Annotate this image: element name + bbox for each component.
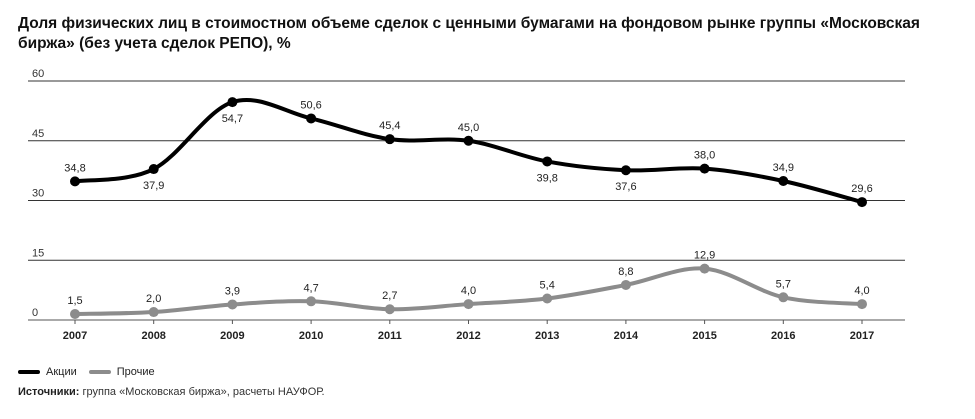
- data-label: 45,4: [379, 120, 400, 132]
- data-label: 5,4: [540, 279, 555, 291]
- data-point: [620, 165, 631, 176]
- data-label: 50,6: [300, 99, 321, 111]
- x-tick-label: 2011: [378, 330, 402, 342]
- x-tick-label: 2016: [771, 330, 795, 342]
- data-point: [857, 197, 867, 208]
- data-label: 29,6: [851, 183, 872, 195]
- data-point: [384, 304, 395, 315]
- x-tick-label: 2015: [692, 330, 716, 342]
- x-tick-label: 2010: [299, 330, 323, 342]
- chart-title: Доля физических лиц в стоимостном объеме…: [18, 15, 920, 52]
- data-point: [227, 97, 238, 108]
- data-label: 2,7: [382, 290, 397, 302]
- data-point: [384, 134, 395, 145]
- data-label: 34,8: [64, 162, 85, 174]
- data-label: 1,5: [67, 295, 82, 307]
- x-tick-label: 2008: [141, 330, 165, 342]
- data-label: 39,8: [536, 172, 557, 184]
- y-tick-label: 45: [32, 128, 44, 140]
- source-text: группа «Московская биржа», расчеты НАУФО…: [79, 386, 325, 398]
- data-label: 5,7: [776, 278, 791, 290]
- data-point: [463, 135, 474, 146]
- data-label: 4,0: [854, 285, 869, 297]
- data-label: 37,6: [615, 181, 636, 193]
- data-label: 4,7: [303, 282, 318, 294]
- data-point: [620, 279, 631, 290]
- source-label: Источники:: [18, 386, 80, 398]
- x-tick-label: 2009: [220, 330, 244, 342]
- data-point: [148, 164, 159, 175]
- data-point: [699, 263, 710, 274]
- data-point: [699, 163, 710, 174]
- data-point: [857, 299, 867, 310]
- data-point: [542, 293, 553, 304]
- legend-label-akcii: Акции: [46, 366, 77, 378]
- data-label: 54,7: [222, 113, 243, 125]
- y-tick-label: 30: [32, 188, 44, 200]
- data-point: [778, 292, 789, 303]
- data-point: [778, 175, 789, 186]
- data-label: 37,9: [143, 180, 164, 192]
- series-line-akcii: [73, 97, 864, 205]
- data-label: 3,9: [225, 285, 240, 297]
- data-point: [148, 307, 159, 318]
- legend-swatch-akcii: [18, 370, 40, 374]
- data-label: 34,9: [773, 162, 794, 174]
- x-tick-label: 2007: [63, 330, 87, 342]
- data-point: [542, 156, 553, 167]
- line-chart: 0 15 30 45 60 2007 2008 2009 2010 2011 2012 2013 201…: [28, 68, 905, 342]
- source-note: Источники: группа «Московская биржа», ра…: [18, 386, 325, 398]
- legend: Акции Прочие: [18, 366, 155, 378]
- x-tick-label: 2013: [535, 330, 559, 342]
- x-tick-label: 2014: [614, 330, 639, 342]
- data-label: 4,0: [461, 285, 476, 297]
- data-label: 2,0: [146, 293, 161, 305]
- data-point: [306, 296, 317, 307]
- legend-swatch-prochie: [88, 370, 111, 374]
- data-point: [306, 113, 317, 124]
- y-tick-label: 60: [32, 68, 44, 80]
- y-tick-label: 15: [32, 247, 44, 259]
- y-tick-label: 0: [32, 307, 38, 319]
- x-tick-label: 2017: [850, 330, 874, 342]
- data-point: [70, 309, 80, 320]
- x-tick-label: 2012: [456, 330, 480, 342]
- data-point: [227, 299, 238, 310]
- data-label: 12,9: [694, 250, 715, 262]
- data-point: [70, 176, 80, 187]
- legend-label-prochie: Прочие: [116, 366, 155, 378]
- data-label: 45,0: [458, 122, 479, 134]
- data-label: 8,8: [618, 266, 633, 278]
- data-label: 38,0: [694, 150, 715, 162]
- data-point: [463, 299, 474, 310]
